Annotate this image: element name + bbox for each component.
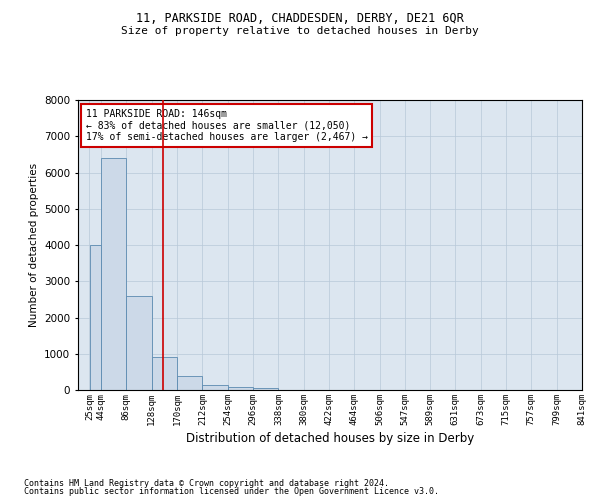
Bar bbox=[228, 386, 253, 390]
Text: Contains HM Land Registry data © Crown copyright and database right 2024.: Contains HM Land Registry data © Crown c… bbox=[24, 478, 389, 488]
Y-axis label: Number of detached properties: Number of detached properties bbox=[29, 163, 38, 327]
Bar bbox=[152, 358, 177, 390]
Text: Size of property relative to detached houses in Derby: Size of property relative to detached ho… bbox=[121, 26, 479, 36]
Text: 11 PARKSIDE ROAD: 146sqm
← 83% of detached houses are smaller (12,050)
17% of se: 11 PARKSIDE ROAD: 146sqm ← 83% of detach… bbox=[86, 108, 368, 142]
Bar bbox=[177, 376, 202, 390]
Bar bbox=[89, 245, 101, 390]
Text: Contains public sector information licensed under the Open Government Licence v3: Contains public sector information licen… bbox=[24, 487, 439, 496]
Bar bbox=[202, 384, 227, 390]
Text: 11, PARKSIDE ROAD, CHADDESDEN, DERBY, DE21 6QR: 11, PARKSIDE ROAD, CHADDESDEN, DERBY, DE… bbox=[136, 12, 464, 26]
Bar bbox=[101, 158, 126, 390]
Bar bbox=[253, 388, 278, 390]
Bar bbox=[127, 296, 152, 390]
X-axis label: Distribution of detached houses by size in Derby: Distribution of detached houses by size … bbox=[186, 432, 474, 445]
